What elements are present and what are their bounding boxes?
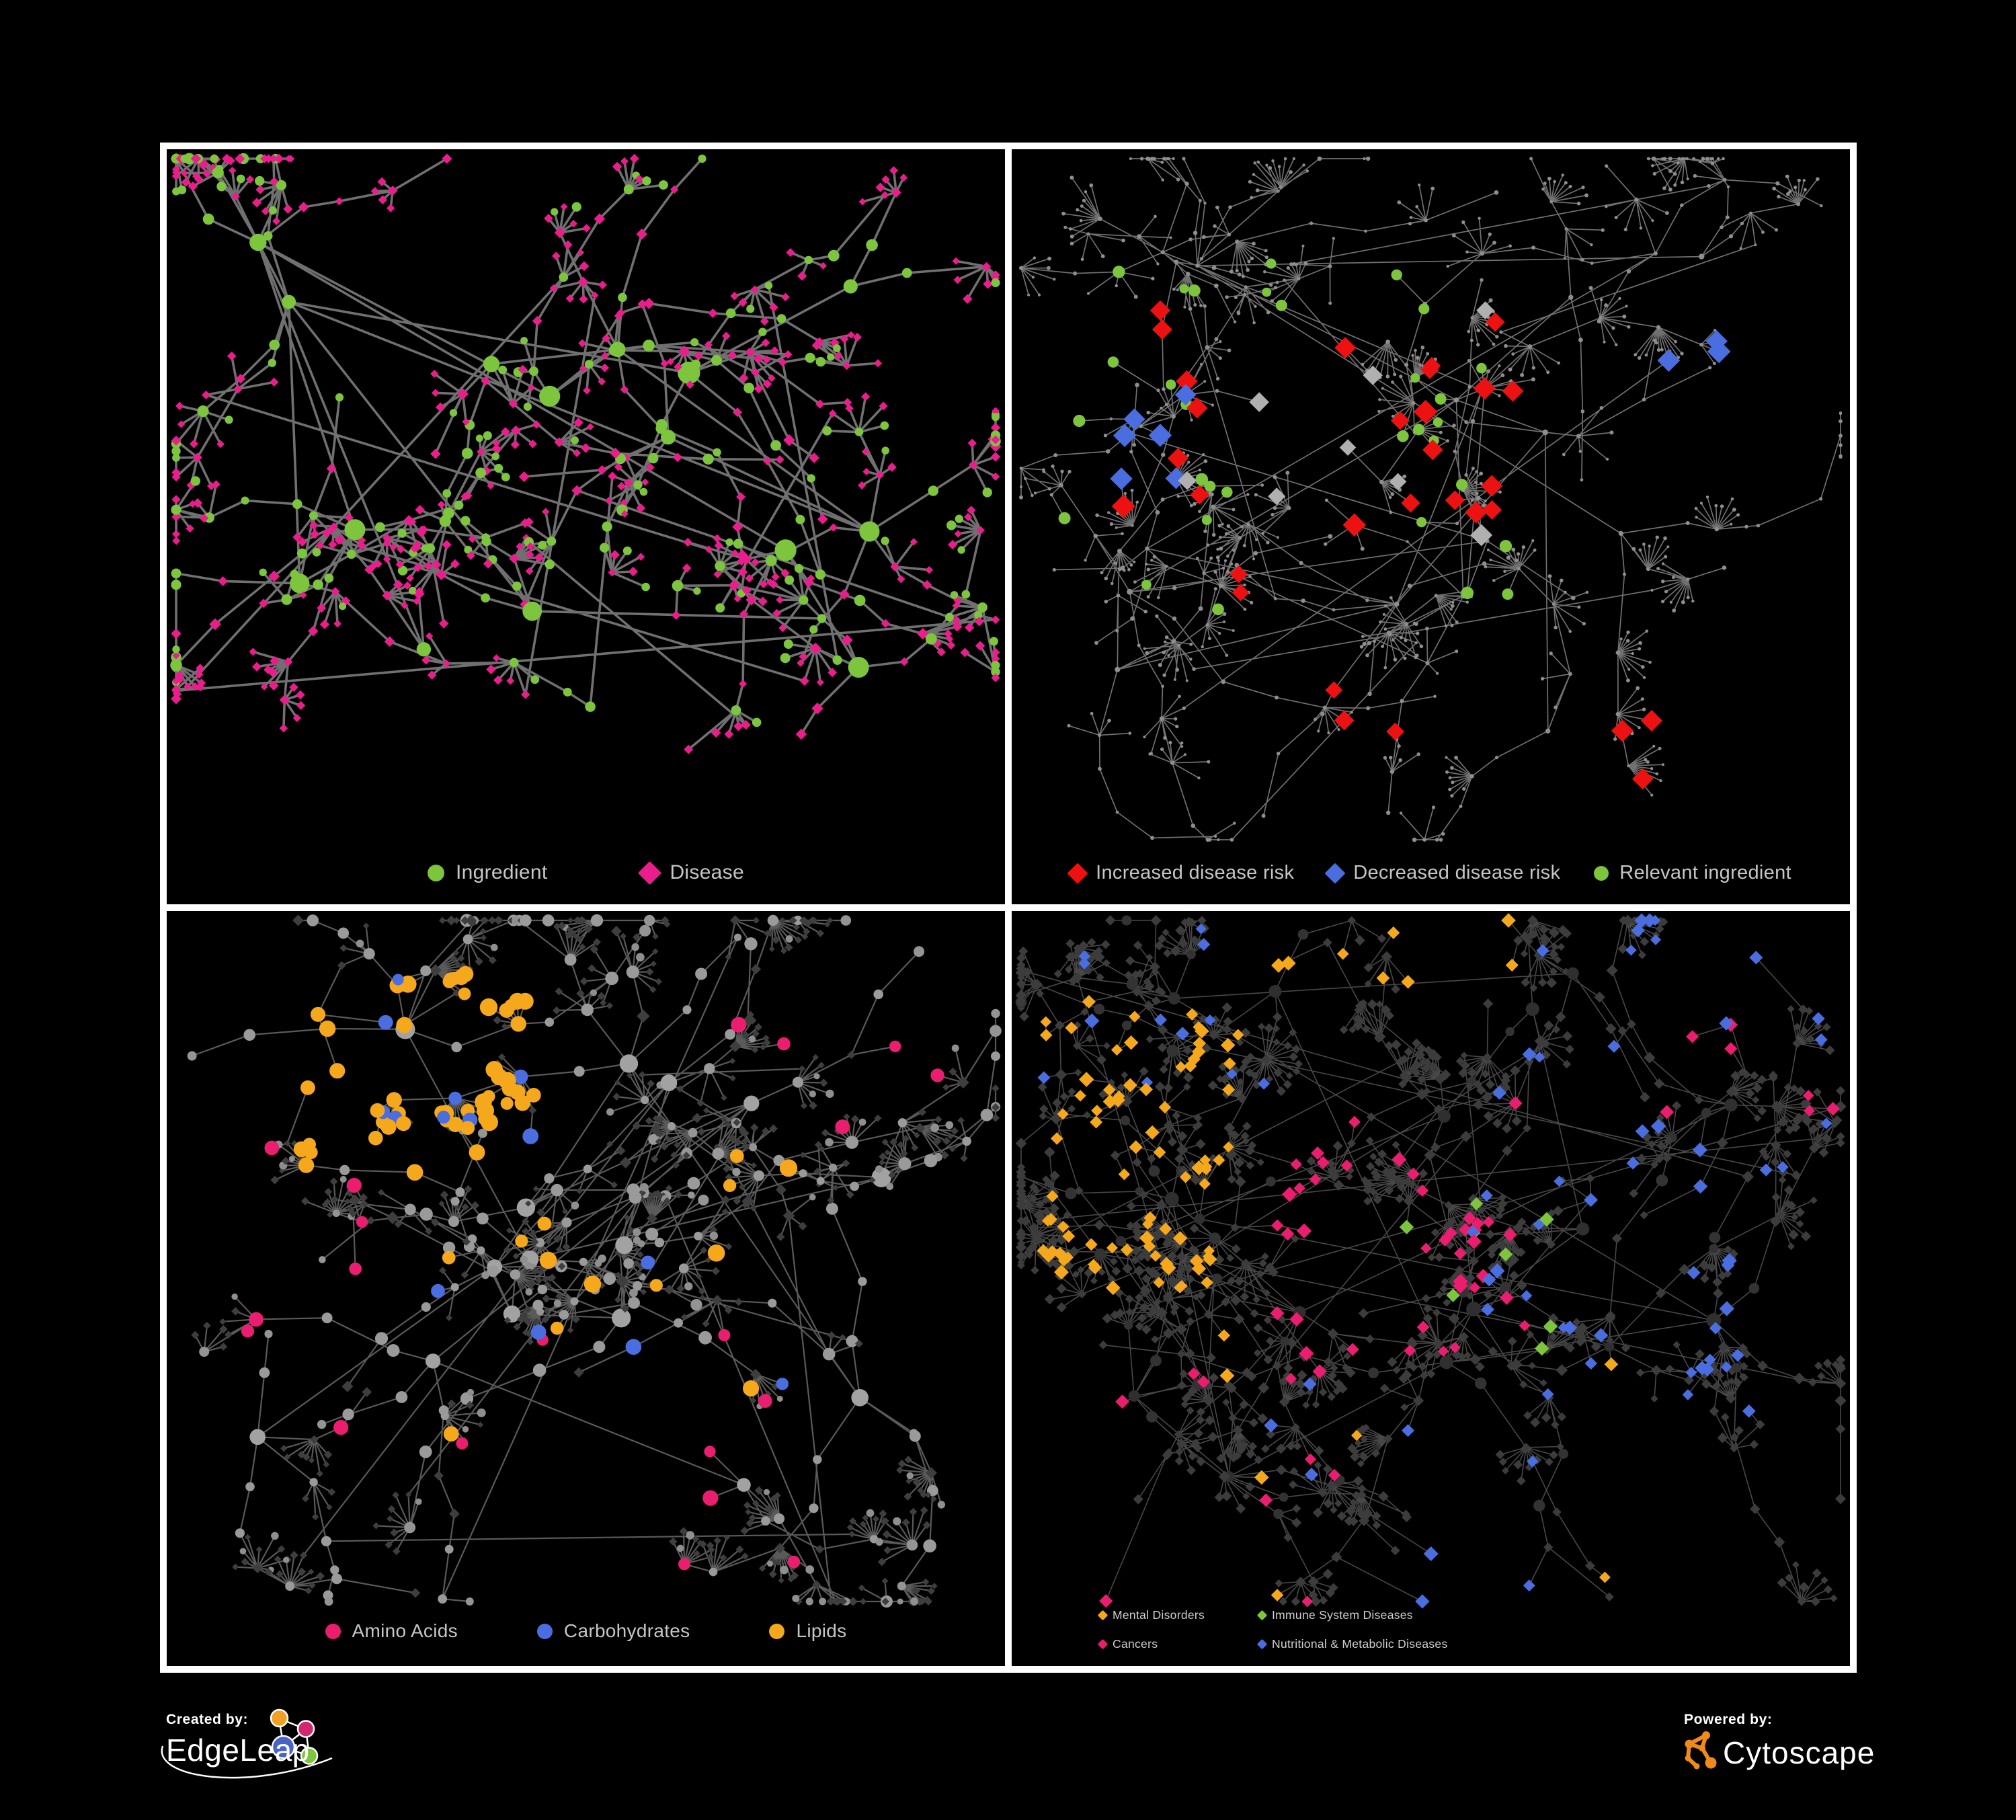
legend-label: Mental Disorders [1113,1608,1205,1622]
legend-macronutrients: Amino Acids Carbohydrates Lipids [167,1620,1005,1642]
relevant-ingredient-circle-icon [1594,865,1609,881]
network-macronutrients [187,914,1002,1608]
legend-item: Amino Acids [325,1620,458,1642]
cytoscape-wordmark: Cytoscape [1723,1735,1876,1770]
disease-diamond-icon [638,861,662,885]
powered-by-block: Powered by: Cytoscape [1684,1712,1875,1771]
mental-disorders-diamond-icon [1097,1610,1108,1621]
legend-label: Carbohydrates [563,1620,690,1641]
carbohydrates-circle-icon [536,1623,553,1639]
nutritional-metabolic-diamond-icon [1256,1638,1268,1650]
panel-macronutrients: Amino Acids Carbohydrates Lipids [167,911,1005,1666]
network-disease-risk [1019,156,1843,842]
legend-item: Ingredient [428,861,547,884]
panel-ingredient-disease: Ingredient Disease [167,149,1005,904]
legend-item: Increased disease risk [1067,862,1295,884]
network-disease-categories [1015,913,1847,1609]
panel-disease-risk: Increased disease risk Decreased disease… [1012,149,1850,904]
panel-disease-categories: Mental Disorders Immune System Diseases … [1012,911,1850,1666]
powered-by-label: Powered by: [1684,1712,1773,1727]
legend-disease-categories: Mental Disorders Immune System Diseases … [1097,1608,1448,1651]
legend-ingredient-disease: Ingredient Disease [167,861,1005,885]
legend-item: Immune System Diseases [1256,1608,1448,1622]
increased-risk-diamond-icon [1067,862,1088,884]
network-ingredient-disease [170,153,1002,754]
legend-item: Nutritional & Metabolic Diseases [1256,1637,1448,1651]
decreased-risk-diamond-icon [1324,862,1346,884]
ingredient-circle-icon [428,864,445,881]
immune-diseases-diamond-icon [1256,1610,1268,1621]
legend-item: Disease [638,861,744,885]
legend-label: Relevant ingredient [1619,862,1791,883]
legend-item: Mental Disorders [1097,1608,1244,1622]
created-by-label: Created by: [166,1712,249,1727]
created-by-block: Created by: EdgeLeap [166,1712,310,1768]
edgeleap-wordmark: EdgeLeap [166,1733,310,1768]
legend-label: Disease [670,861,744,883]
legend-label: Amino Acids [352,1620,458,1641]
cancers-diamond-icon [1097,1638,1108,1650]
legend-item: Lipids [769,1620,846,1642]
legend-item: Carbohydrates [536,1620,690,1642]
poster-frame: Ingredient Disease Increased disease ris… [160,143,1857,1673]
legend-label: Immune System Diseases [1272,1608,1413,1622]
legend-label: Nutritional & Metabolic Diseases [1272,1637,1448,1651]
legend-label: Ingredient [456,861,548,883]
legend-label: Increased disease risk [1096,862,1295,883]
legend-item: Relevant ingredient [1594,862,1791,884]
lipids-circle-icon [769,1623,785,1639]
legend-label: Decreased disease risk [1353,862,1561,883]
legend-item: Cancers [1097,1637,1244,1651]
legend-label: Lipids [796,1620,847,1641]
cytoscape-logo-icon [1685,1731,1717,1770]
amino-acids-circle-icon [325,1623,341,1639]
legend-disease-risk: Increased disease risk Decreased disease… [1012,862,1850,884]
legend-item: Decreased disease risk [1324,862,1561,884]
legend-label: Cancers [1113,1637,1158,1651]
